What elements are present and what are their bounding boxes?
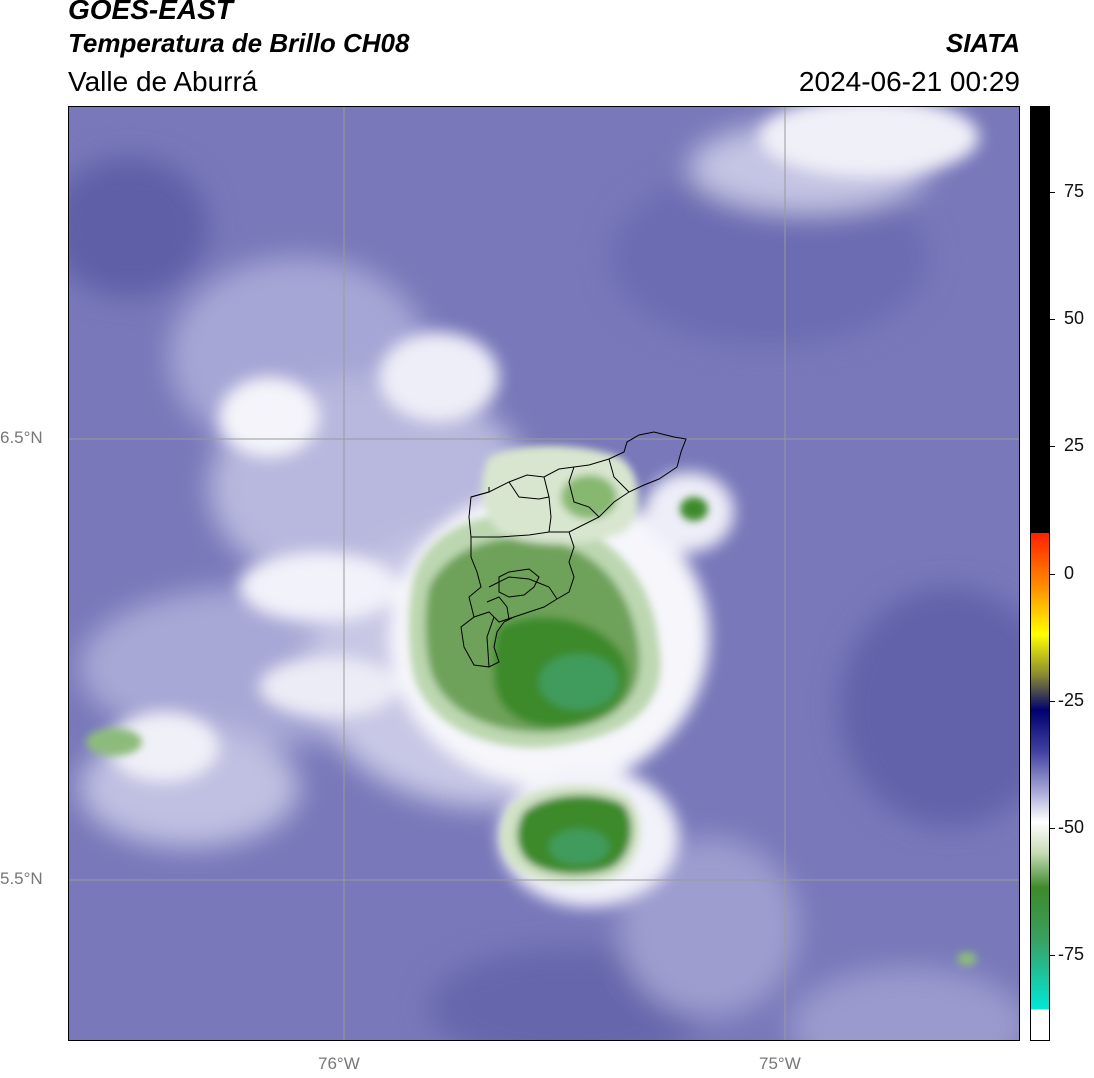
lon-label-76w: 76°W — [318, 1054, 360, 1073]
lon-label-75w: 75°W — [759, 1054, 801, 1073]
colorbar-tick-mark — [1050, 954, 1055, 956]
colorbar-tick-label: -75 — [1058, 943, 1085, 964]
brightness-temperature-map[interactable] — [68, 106, 1020, 1041]
colorbar-tick-mark — [1050, 192, 1055, 194]
colorbar-tick-mark — [1050, 319, 1055, 321]
colorbar-tick-mark — [1050, 827, 1055, 829]
lat-label-5-5: 5.5°N — [0, 869, 43, 888]
temperature-colorbar — [1030, 106, 1050, 1041]
colorbar-tick-label: 50 — [1064, 308, 1085, 329]
product-title: Temperatura de Brillo CH08 — [68, 28, 410, 58]
map-canvas — [69, 107, 1019, 1040]
colorbar-tick-label: -50 — [1058, 816, 1085, 837]
colorbar-tick-mark — [1050, 573, 1055, 575]
graticule — [69, 107, 1019, 1040]
colorbar-tick-label: 25 — [1064, 435, 1085, 456]
colorbar-tick-mark — [1050, 700, 1055, 702]
timestamp-label: 2024-06-21 00:29 — [798, 66, 1020, 97]
colorbar-tick-mark — [1050, 446, 1055, 448]
colorbar-tick-label: -25 — [1058, 689, 1085, 710]
lat-label-6-5: 6.5°N — [0, 428, 43, 447]
source-label: SIATA — [945, 28, 1020, 58]
colorbar-tick-label: 0 — [1064, 562, 1075, 583]
colorbar-tick-label: 75 — [1064, 181, 1085, 202]
municipal-boundaries — [460, 431, 687, 668]
region-subtitle: Valle de Aburrá — [68, 66, 258, 97]
cold-cloud-tops — [86, 445, 977, 966]
satellite-title: GOES-EAST — [68, 0, 233, 25]
